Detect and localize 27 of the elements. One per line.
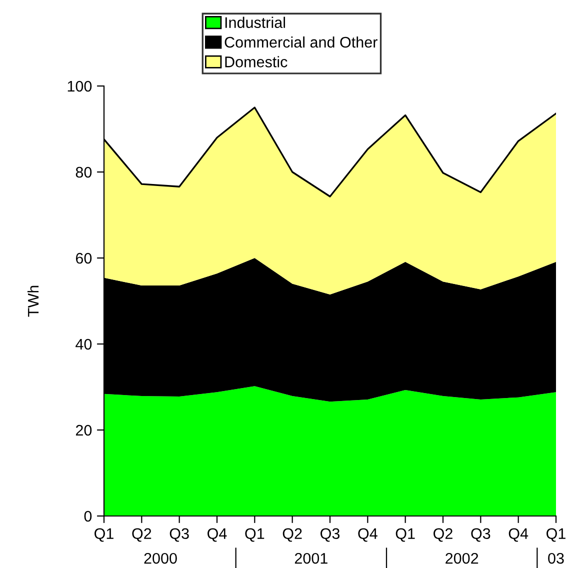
legend-label: Industrial <box>225 16 285 28</box>
x-tick-label: Q2 <box>282 528 302 542</box>
x-tick-label: Q3 <box>320 528 340 542</box>
x-tick-label: Q3 <box>170 528 189 542</box>
text: 03 <box>548 552 564 564</box>
x-tick-label: Q2 <box>132 528 152 542</box>
x-tick-label: Q4 <box>358 528 378 542</box>
x-tick-label: Q4 <box>508 528 528 542</box>
y-tick-label: 60 <box>76 252 92 264</box>
y-tick-label: 40 <box>76 338 92 350</box>
y-tick-label: 20 <box>76 424 92 436</box>
y-tick-label: 100 <box>68 80 92 92</box>
text: 2000 <box>144 552 177 564</box>
x-tick-label: Q4 <box>208 528 227 542</box>
x-tick-label: Q3 <box>471 528 490 542</box>
text: 2002 <box>446 552 478 564</box>
x-tick-label: Q1 <box>94 528 114 542</box>
y-tick-label: 0 <box>84 510 92 522</box>
text: 2001 <box>294 552 328 564</box>
x-tick-label: Q1 <box>546 528 566 542</box>
y-tick-label: 80 <box>76 166 92 178</box>
x-tick-label: Q2 <box>434 528 452 542</box>
legend-label: Domestic <box>225 56 288 68</box>
y-axis-title: TWh <box>27 286 39 317</box>
legend-label: Commercial and Other <box>224 36 378 48</box>
x-tick-label: Q1 <box>396 528 415 542</box>
x-tick-label: Q1 <box>245 528 264 542</box>
